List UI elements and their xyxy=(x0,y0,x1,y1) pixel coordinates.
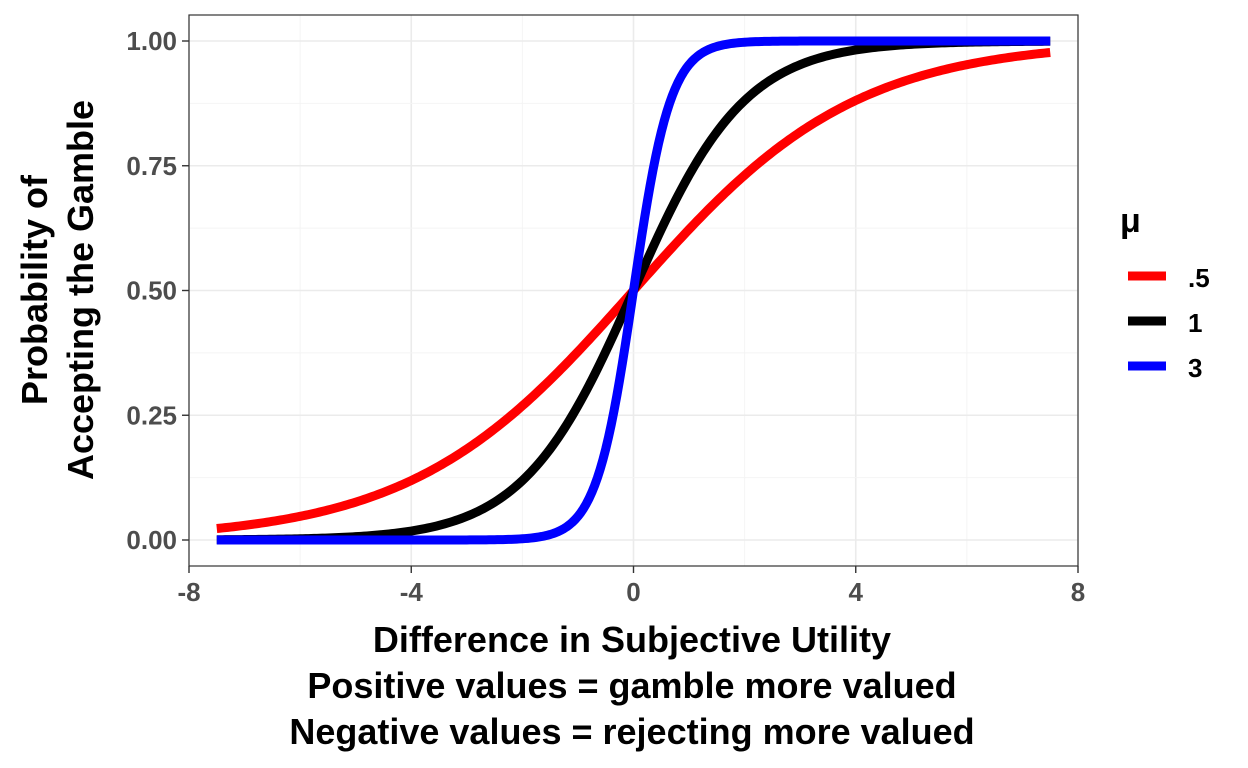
x-tick-label: -8 xyxy=(177,577,200,607)
y-tick-label: 0.50 xyxy=(126,276,177,306)
y-axis-title-line-1: Probability of xyxy=(14,174,55,405)
y-tick-label: 0.00 xyxy=(126,525,177,555)
y-axis-title-line-2: Accepting the Gamble xyxy=(60,100,101,480)
x-tick-label: 4 xyxy=(849,577,864,607)
legend: μ .5 1 3 xyxy=(1120,202,1210,383)
x-axis-title-line-2: Positive values = gamble more valued xyxy=(307,665,956,706)
legend-label: .5 xyxy=(1188,263,1210,293)
legend-label: 1 xyxy=(1188,308,1202,338)
x-tick-label: 0 xyxy=(626,577,640,607)
series-line-mu-3 xyxy=(215,36,1052,545)
x-axis-title-line-3: Negative values = rejecting more valued xyxy=(289,711,974,752)
x-tick-label: 8 xyxy=(1071,577,1085,607)
y-tick-label: 0.25 xyxy=(126,400,177,430)
x-axis-title: Difference in Subjective Utility Positiv… xyxy=(289,619,974,752)
legend-title: μ xyxy=(1120,202,1141,240)
legend-items: .5 1 3 xyxy=(1128,263,1210,383)
x-axis-title-line-1: Difference in Subjective Utility xyxy=(373,619,891,660)
x-tick-label: -4 xyxy=(400,577,424,607)
x-axis-ticks: -8 -4 0 4 8 xyxy=(177,566,1085,607)
y-tick-label: 0.75 xyxy=(126,151,177,181)
y-axis-title: Probability of Accepting the Gamble xyxy=(14,100,101,480)
y-tick-label: 1.00 xyxy=(126,26,177,56)
series-lines xyxy=(215,36,1052,545)
legend-label: 3 xyxy=(1188,353,1202,383)
y-axis-ticks: 0.00 0.25 0.50 0.75 1.00 xyxy=(126,26,189,555)
